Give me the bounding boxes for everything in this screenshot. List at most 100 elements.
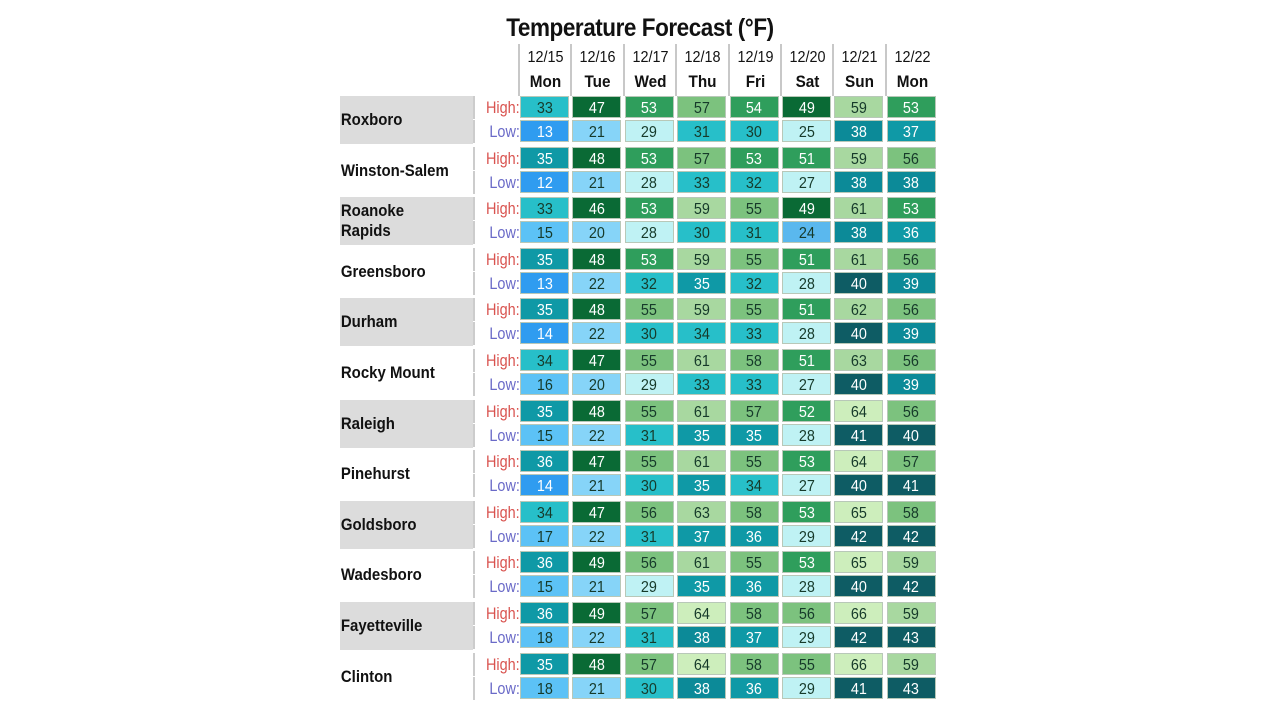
low-temp-cell-text: 24 [798,225,815,243]
low-label-text: Low: [489,577,520,597]
high-temp-cell: 53 [886,197,936,220]
high-temp-cell: 64 [834,450,884,473]
high-temp-cell: 53 [624,146,674,169]
high-temp-cell-text: 59 [850,100,867,117]
high-temp-cell: 57 [677,146,727,169]
low-temp-cell-text: 30 [746,124,763,141]
low-label-text: Low: [489,628,520,647]
low-temp-cell: 29 [782,626,831,648]
high-temp-cell: 62 [834,298,884,321]
low-label: Low: [473,322,522,346]
low-temp-cell-text: 40 [850,579,867,597]
column-header: 12/22 Mon [884,44,938,96]
low-temp-cell-text: 21 [588,680,605,698]
low-temp-cell-text: 35 [693,427,710,445]
low-label-text: Low: [489,172,520,192]
weekday-label: Thu [688,72,717,91]
date-label: 12/15 [527,49,564,66]
high-label-text: High: [486,98,520,117]
high-temp-cell: 63 [834,349,884,371]
city-label-text: Roanoke Rapids [340,201,405,241]
low-temp-cell-text: 28 [798,326,815,344]
high-temp-cell: 66 [834,602,884,624]
low-temp-cell-text: 43 [903,630,920,647]
high-temp-cell-text: 59 [693,302,710,320]
high-temp-cell: 57 [677,96,727,118]
high-temp-cell-text: 61 [693,403,710,421]
low-temp-cell: 31 [677,120,727,142]
high-temp-cell-text: 61 [693,353,710,370]
low-temp-cell-text: 35 [693,275,710,293]
high-temp-cell-text: 49 [588,606,605,623]
high-temp-cell: 35 [520,298,569,321]
high-temp-cell: 65 [834,551,884,574]
column-header: 12/16 Tue [570,44,623,96]
high-temp-cell-text: 33 [536,100,553,117]
high-temp-cell-text: 57 [746,403,763,421]
high-temp-cell: 59 [677,298,727,321]
low-temp-cell-text: 25 [798,124,815,141]
low-label: Low: [473,373,522,396]
low-temp-cell: 30 [729,120,779,142]
low-temp-cell: 37 [677,524,727,547]
low-temp-cell-text: 43 [903,680,920,698]
high-label-text: High: [486,199,520,219]
low-temp-cell-text: 41 [850,680,867,698]
low-temp-cell: 42 [834,524,884,547]
high-temp-cell: 47 [572,500,622,523]
low-label: Low: [473,120,522,143]
high-temp-cell: 56 [886,399,936,422]
low-temp-cell: 27 [782,170,831,193]
low-temp-cell: 38 [677,676,727,699]
low-temp-cell-text: 31 [693,124,710,141]
high-temp-cell-text: 34 [536,353,553,370]
high-temp-cell-text: 35 [536,251,553,269]
low-temp-cell: 28 [782,322,831,345]
low-temp-cell: 27 [782,474,831,497]
high-temp-cell: 58 [729,602,779,624]
low-label-text: Low: [489,324,520,344]
high-label: High: [473,602,522,625]
low-temp-cell-text: 22 [588,630,605,647]
city-label: Winston-Salem [340,147,473,195]
high-temp-cell: 35 [520,652,569,675]
low-temp-cell-text: 31 [746,225,763,243]
low-temp-cell-text: 34 [746,478,763,496]
low-temp-cell: 12 [520,170,569,193]
low-temp-cell-text: 36 [746,680,763,698]
high-temp-cell: 65 [834,500,884,523]
column-header: 12/17 Wed [622,44,676,96]
low-label-text: Low: [489,476,520,496]
high-temp-cell-text: 59 [850,150,867,168]
high-temp-cell: 53 [782,450,831,473]
high-temp-cell: 57 [624,602,674,624]
low-temp-cell-text: 18 [536,630,553,647]
city-label: Roxboro [340,96,473,144]
high-temp-cell-text: 64 [693,656,710,674]
high-temp-cell: 35 [520,146,569,169]
weekday-label: Mon [529,72,562,91]
low-temp-cell: 35 [729,423,779,446]
low-temp-cell: 33 [677,170,727,193]
low-temp-cell: 31 [624,626,674,648]
low-temp-cell-text: 37 [693,528,710,546]
high-temp-cell-text: 56 [641,555,658,573]
low-temp-cell: 29 [782,676,831,699]
high-label-text: High: [486,249,520,269]
high-label-text: High: [486,351,520,370]
low-temp-cell: 13 [520,120,569,142]
weekday-label: Sat [795,72,820,91]
low-temp-cell: 15 [520,575,569,598]
low-temp-cell-text: 13 [536,124,553,141]
low-temp-cell: 38 [834,170,884,193]
low-temp-cell-text: 38 [693,630,710,647]
high-temp-cell: 49 [782,96,831,118]
low-temp-cell-text: 33 [746,326,763,344]
low-temp-cell: 36 [886,221,936,244]
high-temp-cell-text: 34 [536,504,553,522]
high-temp-cell-text: 61 [693,555,710,573]
low-temp-cell-text: 42 [850,528,867,546]
low-temp-cell-text: 33 [693,174,710,192]
low-temp-cell-text: 42 [903,528,920,546]
high-temp-cell: 59 [677,247,727,270]
